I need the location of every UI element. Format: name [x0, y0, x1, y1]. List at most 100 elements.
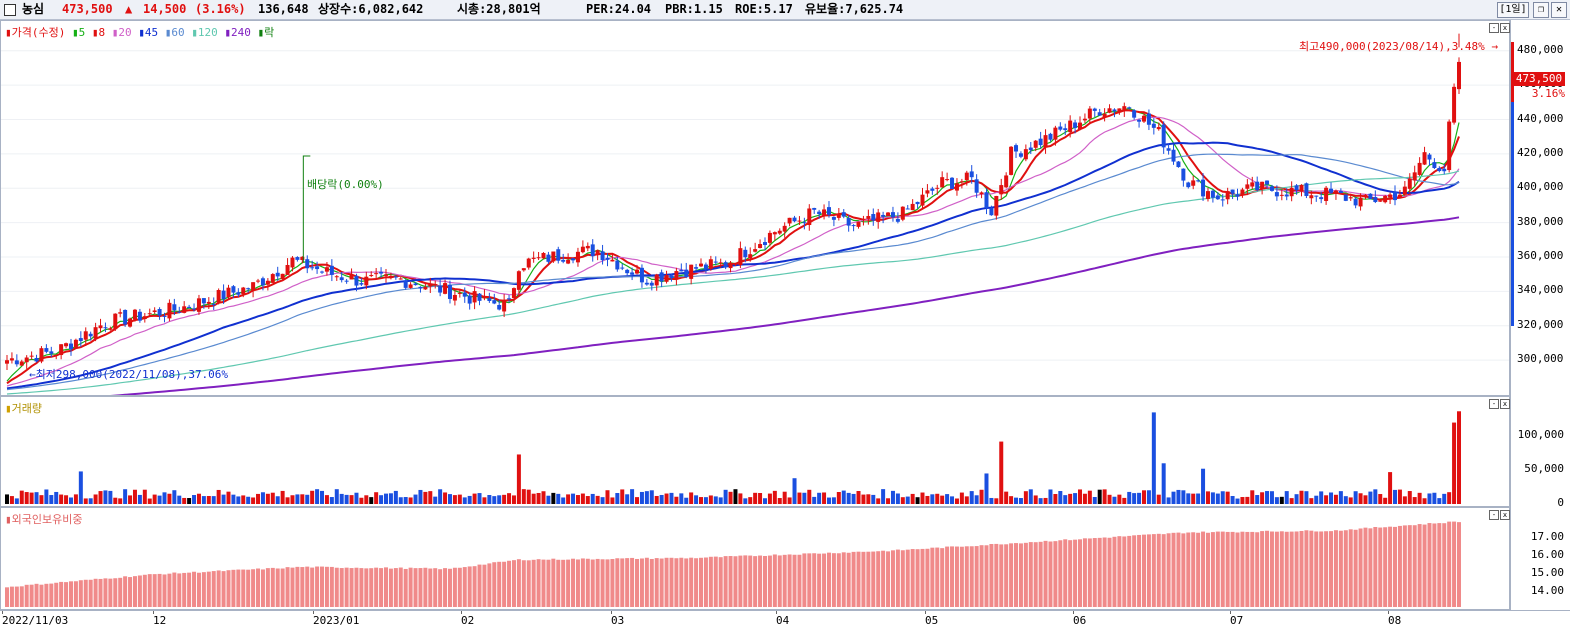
foreign-ratio-bar	[1412, 525, 1417, 607]
foreign-ratio-bar	[211, 571, 216, 607]
foreign-ratio-bar	[930, 547, 935, 607]
volume-legend: ▮거래량	[5, 402, 42, 415]
volume-bar	[280, 490, 285, 504]
foreign-ratio-bar	[1383, 527, 1388, 607]
foreign-ratio-bar	[364, 568, 369, 607]
foreign-ratio-bar	[1210, 532, 1215, 607]
candle-body	[1299, 184, 1304, 192]
ma-line-5	[6, 107, 1460, 382]
foreign-ratio-bar	[379, 568, 384, 607]
foreign-ratio-bar	[64, 582, 69, 607]
candle-body	[1102, 113, 1107, 118]
x-axis-label: 03	[611, 614, 625, 627]
volume-bar	[344, 494, 349, 504]
volume-bar	[1402, 496, 1407, 504]
candle-body	[98, 325, 103, 329]
volume-bar	[54, 491, 59, 504]
volume-bar	[1407, 491, 1412, 504]
candle-body	[1314, 195, 1319, 197]
candle-body	[1319, 197, 1324, 200]
volume-bar	[1289, 498, 1294, 504]
volume-bar	[1388, 472, 1393, 504]
dividend-annotation: 배당락(0.00%)	[307, 178, 384, 191]
x-axis-tick	[2, 611, 3, 614]
candle-body	[295, 257, 300, 260]
volume-y-tick: 50,000	[1524, 462, 1564, 476]
current-price-tag: 473,500	[1513, 72, 1565, 86]
volume-bar	[502, 494, 507, 504]
volume-bar	[1009, 496, 1014, 504]
panel-close-icon[interactable]: x	[1500, 23, 1510, 33]
candle-body	[777, 230, 782, 234]
volume-bar	[1210, 492, 1215, 504]
foreign-ratio-bar	[1112, 536, 1117, 607]
foreign-ratio-bar	[334, 567, 339, 607]
candle-body	[123, 309, 128, 325]
price-chart	[1, 33, 1509, 395]
foreign-ratio-bar	[310, 567, 315, 607]
foreign-close-icon[interactable]: x	[1500, 510, 1510, 520]
period-button[interactable]: [1일]	[1497, 2, 1529, 18]
volume-panel[interactable]: ▮거래량 - x	[0, 396, 1510, 507]
foreign-ratio-bar	[733, 556, 738, 607]
candle-body	[1245, 184, 1250, 189]
volume-bar	[620, 489, 625, 504]
volume-bar	[1437, 498, 1442, 504]
foreign-ratio-bar	[521, 560, 526, 607]
select-checkbox[interactable]	[4, 4, 16, 16]
foreign-ratio-bar	[767, 555, 772, 607]
close-button[interactable]: ✕	[1551, 2, 1567, 18]
price-panel[interactable]: ▮가격(수정) ▮5 ▮8 ▮20 ▮45 ▮60 ▮120 ▮240 ▮락 -…	[0, 20, 1510, 396]
candle-body	[940, 177, 945, 188]
ma-line-20	[6, 116, 1460, 387]
volume-bar	[708, 495, 713, 504]
volume-bar	[108, 490, 113, 504]
foreign-ratio-bar	[920, 548, 925, 607]
foreign-ratio-bar	[1363, 527, 1368, 607]
volume-bar	[1087, 490, 1092, 504]
candle-body	[836, 213, 841, 218]
candle-body	[1009, 146, 1014, 175]
candle-body	[861, 219, 866, 221]
candle-body	[177, 311, 182, 313]
volume-bar	[639, 491, 644, 504]
foreign-ratio-bar	[147, 574, 152, 607]
candle-body	[1220, 199, 1225, 201]
candle-body	[866, 216, 871, 219]
candle-body	[797, 220, 802, 222]
foreign-ratio-bar	[546, 559, 551, 607]
volume-bar	[1132, 493, 1137, 504]
foreign-ratio-bar	[792, 554, 797, 607]
foreign-ratio-bar	[841, 552, 846, 607]
volume-bar	[1092, 496, 1097, 504]
volume-bar	[674, 496, 679, 504]
volume-close-icon[interactable]: x	[1500, 399, 1510, 409]
volume-bar	[1028, 489, 1033, 504]
foreign-ratio-bar	[320, 566, 325, 607]
foreign-ratio-bar	[950, 546, 955, 607]
volume-minimize-icon[interactable]: -	[1489, 399, 1499, 409]
restore-button[interactable]: ❐	[1533, 2, 1549, 18]
foreign-ratio-bar	[167, 573, 172, 607]
candle-body	[654, 274, 659, 286]
foreign-ratio-bar	[900, 550, 905, 607]
candle-body	[1146, 113, 1151, 125]
panel-minimize-icon[interactable]: -	[1489, 23, 1499, 33]
volume-bar	[19, 490, 24, 504]
foreign-ratio-bar	[772, 554, 777, 607]
foreign-ownership-panel[interactable]: ▮외국인보유비중 - x	[0, 507, 1510, 610]
foreign-minimize-icon[interactable]: -	[1489, 510, 1499, 520]
foreign-ratio-bar	[881, 550, 886, 607]
candle-body	[580, 246, 585, 253]
volume-bar	[1363, 495, 1368, 504]
candle-body	[93, 327, 98, 339]
x-axis-tick	[611, 611, 612, 614]
volume-bar	[925, 495, 930, 504]
foreign-ratio-bar	[497, 561, 502, 607]
volume-bar	[24, 492, 29, 504]
candle-body	[635, 269, 640, 274]
foreign-ratio-bar	[49, 583, 54, 607]
volume-bar	[669, 492, 674, 504]
volume-bar	[438, 489, 443, 504]
candle-body	[1289, 187, 1294, 197]
